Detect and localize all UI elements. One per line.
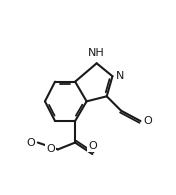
Text: O: O [26, 137, 35, 148]
Text: O: O [144, 116, 152, 126]
Text: O: O [46, 144, 55, 154]
Text: O: O [88, 141, 97, 151]
Text: NH: NH [88, 48, 105, 58]
Text: N: N [116, 71, 124, 81]
